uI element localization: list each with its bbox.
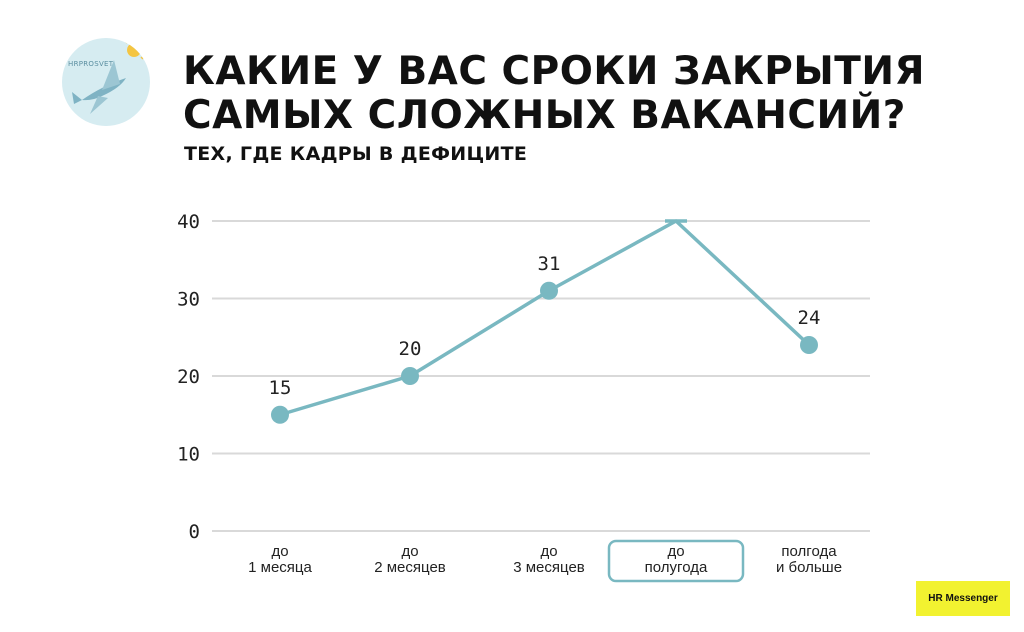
data-point	[800, 336, 818, 354]
x-tick-label: и больше	[776, 559, 842, 576]
title-line-1: КАКИЕ У ВАС СРОКИ ЗАКРЫТИЯ	[183, 49, 926, 94]
y-tick-label: 40	[177, 211, 200, 233]
x-tick-label: полугода	[645, 559, 708, 576]
x-tick-label: до	[271, 543, 288, 560]
highlight-box	[607, 539, 745, 583]
y-tick-label: 20	[177, 366, 200, 388]
flying-fish-icon	[72, 38, 146, 114]
data-label: 20	[399, 338, 422, 360]
data-label: 24	[798, 307, 821, 329]
data-point	[271, 405, 289, 424]
data-label: 15	[269, 377, 292, 399]
y-tick-label: 0	[189, 521, 200, 543]
series-line	[279, 219, 811, 417]
data-point	[540, 281, 558, 300]
x-tick-label: до	[667, 543, 684, 560]
chart-title: КАКИЕ У ВАС СРОКИ ЗАКРЫТИЯ САМЫХ СЛОЖНЫХ…	[183, 50, 925, 138]
x-tick-label: до	[401, 543, 418, 560]
x-tick-label: 2 месяцев	[374, 559, 446, 576]
logo-text: HRPROSVET	[68, 60, 114, 68]
data-point	[401, 367, 419, 385]
x-tick-label: до	[540, 543, 557, 560]
logo: HRPROSVET	[62, 38, 150, 126]
x-tick-label: 1 месяца	[248, 559, 312, 576]
x-tick-label: полгода	[781, 543, 837, 560]
chart-subtitle: ТЕХ, ГДЕ КАДРЫ В ДЕФИЦИТЕ	[184, 143, 528, 165]
y-tick-label: 10	[177, 444, 200, 466]
y-tick-label: 30	[177, 289, 200, 311]
title-line-2: САМЫХ СЛОЖНЫХ ВАКАНСИЙ?	[183, 93, 906, 138]
data-label: 31	[538, 253, 561, 275]
hr-messenger-badge: HR Messenger	[916, 581, 1010, 616]
x-tick-label: 3 месяцев	[513, 559, 585, 576]
